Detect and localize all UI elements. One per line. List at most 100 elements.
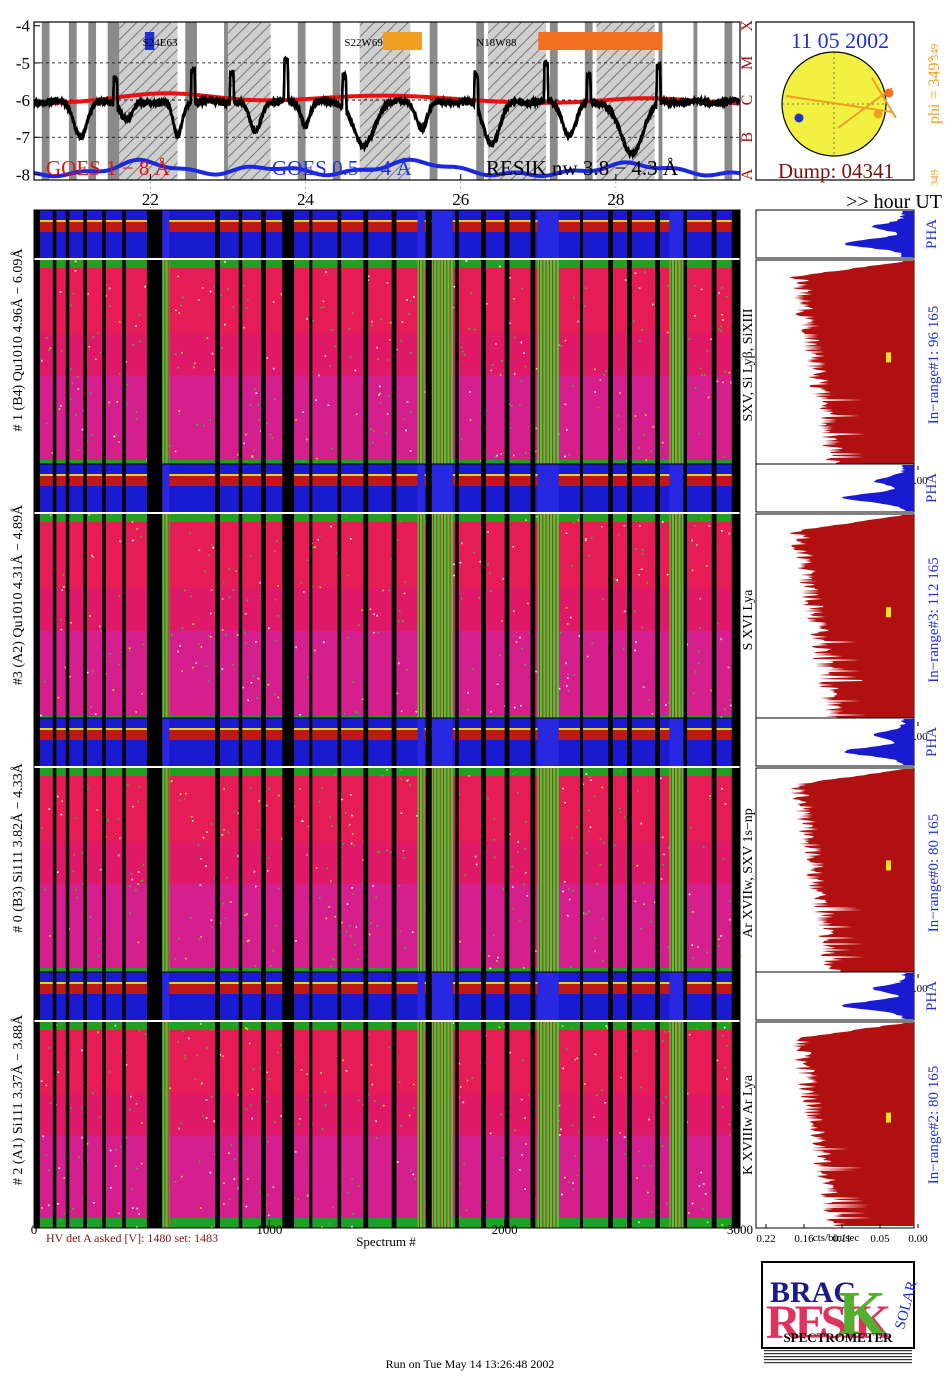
heatmap-pixel — [409, 784, 411, 786]
heatmap-pixel — [369, 608, 372, 611]
heatmap-pixel — [47, 1204, 50, 1207]
heatmap-pixel — [524, 821, 527, 823]
heatmap-pixel — [705, 969, 708, 971]
heatmap-pixel — [135, 418, 138, 420]
heatmap-pixel — [306, 1073, 308, 1075]
heatmap-pixel — [566, 914, 569, 917]
heatmap-pixel — [466, 1079, 469, 1082]
heatmap-pixel — [341, 921, 343, 924]
heatmap-pixel — [275, 640, 278, 642]
heatmap-pixel — [424, 1201, 427, 1204]
cts-tick-label: 0.16 — [794, 1233, 814, 1245]
heatmap-pixel — [130, 1095, 132, 1098]
heatmap-pixel — [141, 692, 143, 695]
heatmap-pixel — [715, 545, 718, 548]
heatmap-pixel — [377, 358, 379, 361]
heatmap-pixel — [69, 398, 72, 401]
heatmap-pixel — [666, 331, 669, 334]
heatmap-pixel — [206, 1047, 209, 1049]
heatmap-pixel — [520, 380, 523, 383]
heatmap-pixel — [86, 787, 89, 790]
heatmap-pixel — [232, 306, 235, 308]
x-tick-label: 22 — [142, 190, 159, 209]
heatmap-pixel — [562, 890, 564, 893]
heatmap-pixel — [48, 808, 51, 810]
y-tick-label: -6 — [16, 91, 30, 110]
heatmap-pixel — [131, 1188, 133, 1191]
heatmap-pixel — [469, 391, 471, 393]
heatmap-pixel — [99, 1116, 101, 1119]
heatmap-pixel — [211, 543, 213, 546]
heatmap-pixel — [501, 359, 503, 362]
flare-bar — [383, 32, 422, 50]
heatmap-pixel — [209, 419, 211, 421]
heatmap-pixel — [493, 817, 496, 820]
heatmap-pixel — [56, 795, 59, 798]
heatmap-pixel — [514, 771, 517, 774]
heatmap-pixel — [344, 811, 347, 814]
heatmap-pixel — [647, 1191, 649, 1194]
heatmap-pixel — [177, 1040, 179, 1043]
gap-column — [683, 464, 688, 512]
heatmap-pixel — [707, 396, 710, 399]
heatmap-pixel — [329, 965, 332, 968]
heatmap-pixel — [500, 1113, 502, 1116]
heatmap-pixel — [184, 797, 186, 800]
heatmap-pixel — [222, 1055, 225, 1057]
heatmap-pixel — [593, 795, 596, 798]
spec-tick-label: 3000 — [727, 1222, 753, 1237]
heatmap-pixel — [274, 398, 276, 400]
heatmap-pixel — [597, 406, 600, 409]
data-gap-band — [429, 22, 438, 180]
heatmap-pixel — [361, 609, 363, 612]
heatmap-pixel — [704, 1193, 707, 1195]
heatmap-pixel — [396, 692, 398, 695]
gap-column — [34, 260, 40, 470]
heatmap-pixel — [557, 344, 560, 346]
hv-label: HV det A asked [V]: 1480 set: 1483 — [46, 1231, 218, 1245]
heatmap-pixel — [404, 581, 407, 583]
heatmap-pixel — [720, 935, 722, 937]
heatmap-pixel — [529, 515, 532, 517]
gap-column — [579, 718, 583, 766]
heatmap-pixel — [588, 776, 591, 779]
heatmap-pixel — [277, 585, 279, 587]
heatmap-pixel — [648, 699, 650, 702]
heatmap-pixel — [105, 294, 108, 297]
heatmap-pixel — [125, 403, 128, 406]
heatmap-pixel — [463, 353, 466, 356]
heatmap-pixel — [651, 712, 654, 715]
gap-column — [655, 718, 660, 766]
heatmap-pixel — [109, 653, 112, 655]
gap-column — [391, 972, 397, 1020]
heatmap-pixel — [576, 1057, 578, 1060]
heatmap-pixel — [568, 453, 570, 456]
flare-label: S24E63 — [143, 37, 178, 49]
heatmap-pixel — [463, 1162, 465, 1165]
heatmap-pixel — [381, 774, 384, 777]
gap-column — [711, 260, 717, 470]
gap-column — [391, 464, 397, 512]
heatmap-pixel — [201, 286, 204, 289]
heatmap-pixel — [302, 460, 305, 463]
heatmap-pixel — [521, 287, 524, 290]
heatmap-pixel — [515, 641, 518, 643]
heatmap-pixel — [212, 546, 214, 549]
heatmap-pixel — [200, 1081, 203, 1084]
gap-column — [261, 1022, 266, 1228]
heatmap-pixel — [503, 1022, 505, 1025]
heatmap-pixel — [588, 830, 590, 833]
gap-column — [282, 210, 295, 258]
heatmap-pixel — [574, 1154, 576, 1157]
heatmap-pixel — [404, 947, 406, 949]
heatmap-pixel — [558, 1119, 560, 1122]
heatmap-pixel — [321, 1128, 324, 1130]
heatmap-pixel — [171, 780, 173, 782]
heatmap-pixel — [594, 937, 597, 939]
heatmap-pixel — [452, 1022, 454, 1024]
heatmap-pixel — [246, 940, 249, 943]
hour-ut-label: >> hour UT — [846, 191, 942, 213]
heatmap-pixel — [687, 1212, 690, 1214]
heatmap-pixel — [353, 844, 355, 847]
heatmap-pixel — [319, 586, 322, 589]
